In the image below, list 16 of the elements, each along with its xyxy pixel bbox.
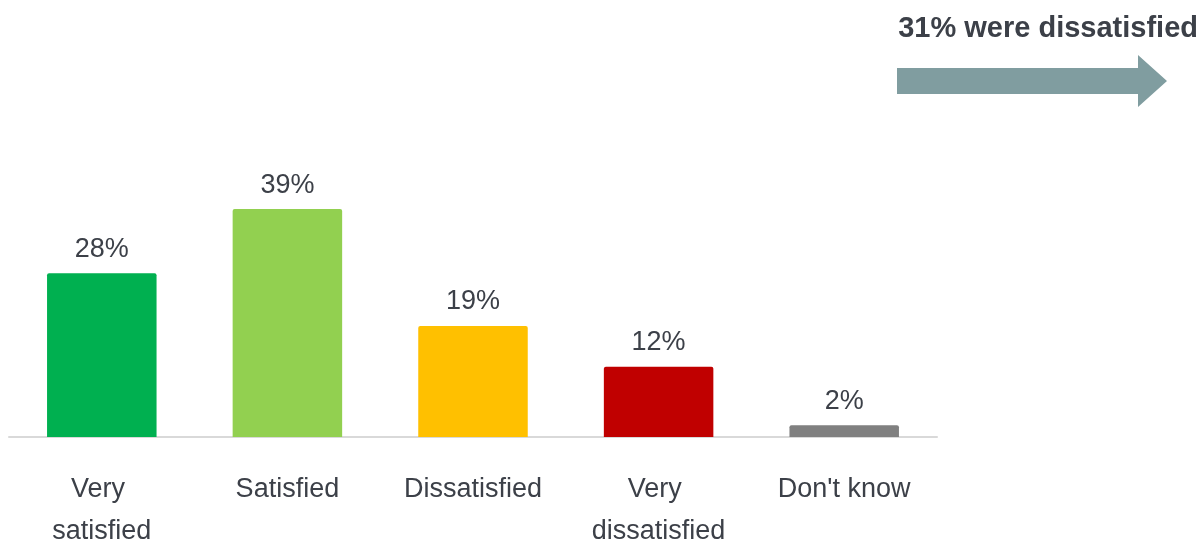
bar <box>232 209 343 437</box>
data-label: 28% <box>74 232 129 263</box>
text: 31% were dissatisfied <box>898 10 1199 43</box>
data-label: 12% <box>631 326 686 357</box>
bar <box>418 325 528 437</box>
x-tick-label: Satisfied <box>235 473 340 503</box>
bar <box>47 273 157 437</box>
data-label: 2% <box>824 384 864 415</box>
x-tick-label: Dissatisfied <box>403 473 543 503</box>
x-tick-label: Very satisfied <box>52 473 152 545</box>
x-tick-label: Don't know <box>777 473 912 503</box>
data-label: 39% <box>260 168 315 199</box>
bar <box>603 366 714 437</box>
x-tick-label: Very dissatisfied <box>591 473 726 545</box>
data-label: 19% <box>445 285 501 316</box>
bar <box>789 425 899 437</box>
